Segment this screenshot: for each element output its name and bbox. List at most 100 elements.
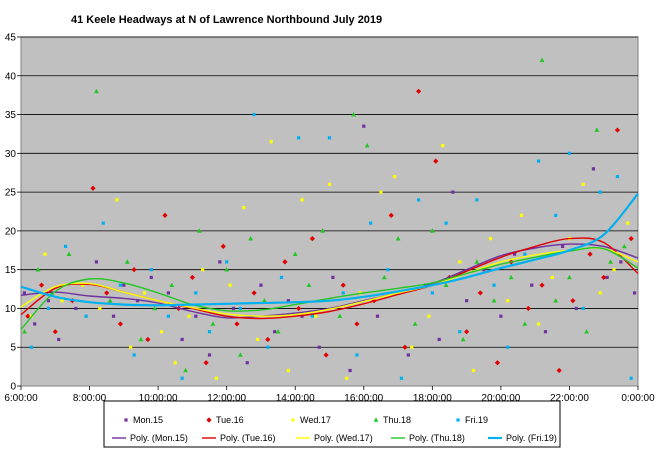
data-point-wed-17 [242,206,246,210]
gridlines [21,36,638,348]
data-point-thu-18 [553,298,559,303]
data-point-mon-15 [513,252,517,256]
trend-line-mon-15 [20,243,639,319]
data-point-wed-17 [286,368,290,373]
data-point-fri-19 [266,345,270,349]
data-point-thu-18 [237,352,243,357]
data-point-mon-15 [74,306,78,311]
data-point-fri-19 [554,213,558,217]
plot-area [20,36,639,387]
data-point-mon-15 [348,368,352,373]
data-point-wed-17 [441,143,445,148]
data-point-mon-15 [33,322,37,326]
data-point-tue-16 [402,344,408,350]
legend-label: Fri.19 [465,415,488,425]
data-point-tue-16 [145,336,151,343]
data-point-wed-17 [300,198,304,202]
data-point-tue-16 [131,267,137,273]
data-point-thu-18 [567,274,572,280]
data-point-wed-17 [427,314,431,318]
data-point-thu-18 [608,259,613,264]
legend-marker-row: Mon.15 Tue.16 Wed.17 Thu.18 Fri.19 [124,415,488,425]
data-point-wed-17 [159,330,164,334]
data-point-thu-18 [275,329,281,334]
data-point-tue-16 [340,282,346,288]
data-point-tue-16 [539,282,545,288]
data-point-thu-18 [412,321,418,326]
legend-label: Poly. (Mon.15) [130,433,188,443]
data-point-fri-19 [506,345,510,349]
y-tick-label: 35 [5,110,17,121]
data-point-mon-15 [180,337,184,342]
data-point-tue-16 [614,127,621,133]
legend-marker [373,417,379,422]
data-point-mon-15 [619,260,623,264]
data-point-mon-15 [273,330,277,334]
data-point-mon-15 [286,299,290,303]
data-point-mon-15 [245,361,249,365]
data-point-mon-15 [499,314,503,318]
data-point-mon-15 [207,353,212,357]
data-point-wed-17 [506,299,510,303]
data-point-tue-16 [296,305,302,312]
data-point-fri-19 [598,190,602,194]
legend-marker [291,418,295,422]
data-point-tue-16 [90,185,96,191]
data-point-tue-16 [52,329,58,335]
x-tick-label: 12:00:00 [207,393,246,404]
x-tick-label: 16:00:00 [344,393,383,404]
data-point-thu-18 [261,298,267,303]
scatter-points [22,57,637,380]
data-point-mon-15 [122,283,126,287]
data-point-tue-16 [628,236,634,242]
data-point-wed-17 [327,182,332,186]
data-point-mon-15 [259,283,263,287]
data-point-fri-19 [369,221,373,225]
legend-label: Poly. (Wed.17) [314,433,373,443]
data-point-mon-15 [591,167,596,171]
data-point-mon-15 [111,314,116,318]
data-point-thu-18 [152,305,158,311]
data-point-wed-17 [314,314,318,318]
legend-label: Wed.17 [300,415,331,425]
data-point-wed-17 [269,140,273,144]
data-point-mon-15 [57,337,61,342]
data-point-wed-17 [115,198,119,202]
data-point-fri-19 [310,314,314,318]
data-point-fri-19 [297,136,301,140]
data-point-tue-16 [477,290,483,296]
data-point-wed-17 [142,291,146,295]
data-point-tue-16 [265,336,271,343]
data-point-mon-15 [560,244,565,248]
data-point-fri-19 [430,291,434,295]
data-point-tue-16 [309,236,315,242]
data-point-tue-16 [433,158,439,164]
data-point-fri-19 [492,283,496,287]
data-point-mon-15 [331,275,335,280]
data-point-fri-19 [355,353,359,357]
data-point-thu-18 [35,267,41,272]
legend-marker [124,418,128,422]
x-tick-label: 6:00:00 [4,393,38,404]
x-axis-ticks: 6:00:00 8:00:00 10:00:00 12:00:00 14:00:00 16… [4,386,655,404]
data-point-fri-19 [567,151,572,155]
data-point-thu-18 [460,336,466,342]
data-point-fri-19 [46,306,51,311]
data-point-thu-18 [210,321,216,326]
data-point-wed-17 [173,361,177,365]
data-point-tue-16 [354,321,360,327]
legend-label: Thu.18 [383,415,411,425]
data-point-fri-19 [132,353,136,357]
data-point-thu-18 [508,274,514,280]
trend-lines [20,192,639,330]
trend-line-thu-18 [20,246,639,330]
data-point-wed-17 [489,237,493,241]
data-point-mon-15 [543,330,548,334]
data-point-wed-17 [60,299,64,303]
legend-label: Mon.15 [133,415,163,425]
data-point-tue-16 [251,290,257,296]
data-point-mon-15 [530,283,534,287]
data-point-mon-15 [166,291,170,295]
data-point-mon-15 [317,345,321,349]
data-point-fri-19 [207,330,212,334]
